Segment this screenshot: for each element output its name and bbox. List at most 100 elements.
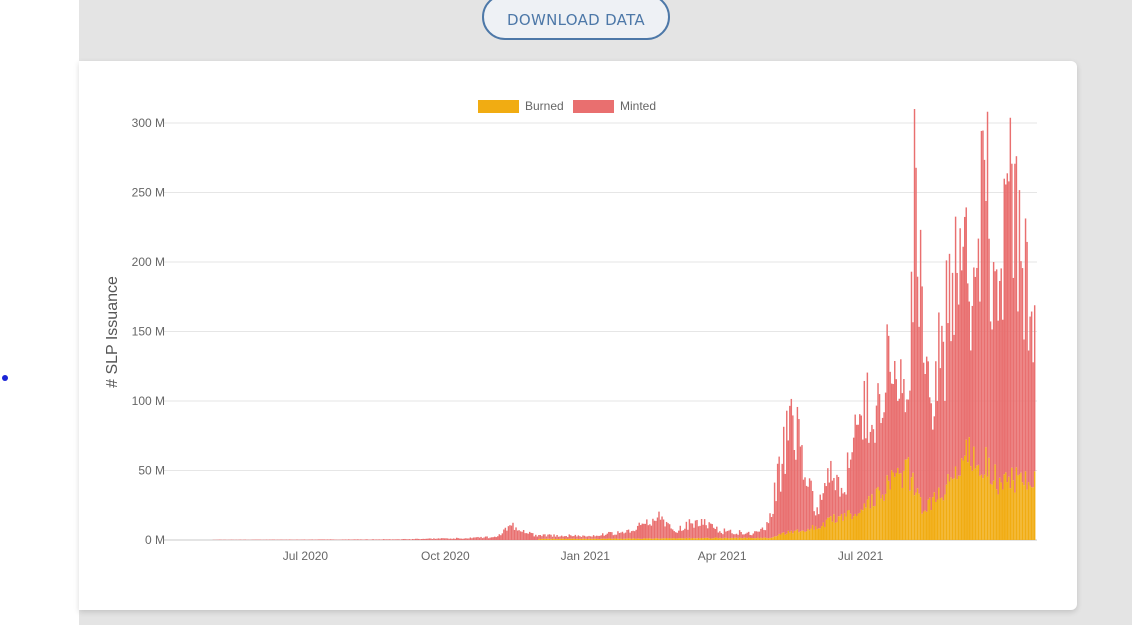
bar-minted: [355, 539, 358, 540]
bar-minted: [328, 539, 330, 540]
bar-minted: [434, 538, 437, 540]
bar-minted: [979, 301, 981, 476]
bar-minted: [532, 533, 534, 540]
bar-minted: [484, 536, 487, 540]
bar-minted: [846, 452, 849, 511]
bar-burned: [910, 477, 913, 540]
bar-minted: [570, 535, 572, 539]
bar-minted: [513, 529, 516, 540]
bar-minted: [322, 539, 324, 540]
legend-burned-swatch[interactable]: [478, 100, 519, 113]
bar-burned: [720, 538, 723, 540]
bar-minted: [974, 276, 977, 469]
bar-minted: [985, 200, 987, 448]
bar-burned: [754, 538, 756, 540]
bar-minted: [924, 373, 926, 511]
legend-burned-label[interactable]: Burned: [525, 99, 564, 113]
bar-minted: [414, 538, 417, 540]
bar-minted: [881, 417, 884, 495]
bar-minted: [627, 529, 630, 539]
bar-burned: [816, 529, 818, 540]
bar-burned: [947, 474, 949, 540]
bar-minted: [477, 536, 479, 540]
bar-minted: [647, 525, 650, 539]
bar-minted: [919, 229, 922, 498]
bar-minted: [568, 534, 570, 539]
bar-burned: [970, 466, 972, 540]
bar-minted: [481, 538, 484, 540]
bar-minted: [303, 539, 306, 540]
bar-burned: [719, 537, 721, 540]
bar-minted: [296, 539, 298, 540]
bar-minted: [638, 522, 640, 539]
bar-burned: [676, 538, 678, 540]
bar-burned: [761, 538, 764, 540]
bar-burned: [545, 538, 548, 540]
bar-burned: [633, 538, 636, 540]
bar-minted: [688, 519, 691, 538]
bar-burned: [995, 489, 998, 540]
bar-burned: [1015, 467, 1018, 540]
bar-minted: [585, 536, 587, 539]
bar-minted: [640, 525, 642, 539]
bar-burned: [612, 538, 615, 540]
bar-burned: [854, 513, 856, 540]
bar-burned: [755, 538, 758, 540]
bar-burned: [833, 514, 835, 540]
bar-burned: [932, 497, 934, 540]
bar-minted: [860, 415, 863, 510]
bar-burned: [589, 538, 592, 540]
bar-minted: [538, 535, 540, 540]
bar-minted: [588, 535, 590, 539]
bar-minted: [633, 531, 636, 539]
bar-minted: [494, 536, 496, 540]
bar-minted: [716, 526, 718, 538]
bar-burned: [582, 538, 584, 540]
bar-burned: [635, 538, 637, 540]
bar-minted: [802, 479, 805, 531]
bar-burned: [983, 474, 986, 540]
legend-minted-label[interactable]: Minted: [620, 99, 656, 113]
bar-burned: [813, 529, 815, 540]
bar-minted: [425, 538, 428, 540]
bar-burned: [868, 496, 870, 540]
bar-burned: [1011, 467, 1013, 540]
bar-minted: [737, 534, 739, 539]
bar-burned: [901, 487, 904, 540]
bar-minted: [1032, 362, 1034, 488]
bar-minted: [462, 538, 464, 540]
bar-minted: [556, 534, 558, 540]
bar-minted: [770, 517, 773, 538]
bar-burned: [693, 538, 695, 540]
bar-minted: [519, 531, 522, 540]
legend-minted-swatch[interactable]: [573, 100, 614, 113]
bar-minted: [524, 533, 526, 540]
bar-minted: [548, 534, 551, 539]
bar-burned: [1033, 471, 1036, 540]
bar-burned: [726, 538, 729, 540]
bar-minted: [465, 538, 467, 540]
bar-burned: [1023, 485, 1025, 540]
bar-minted: [671, 529, 674, 539]
bar-burned: [655, 538, 657, 540]
bar-burned: [640, 538, 642, 540]
bar-minted: [831, 480, 834, 522]
bar-minted: [576, 536, 578, 539]
download-data-button[interactable]: DOWNLOAD DATA: [482, 0, 670, 40]
bar-burned: [708, 538, 710, 540]
bar-minted: [749, 534, 751, 539]
bar-minted: [644, 523, 647, 539]
bar-burned: [542, 538, 545, 540]
y-tick-label: 50 M: [138, 464, 165, 478]
bar-minted: [652, 518, 654, 539]
bar-burned: [725, 537, 727, 540]
bar-minted: [848, 467, 850, 510]
bar-minted: [929, 397, 931, 498]
bar-minted: [880, 423, 882, 499]
bar-burned: [1005, 472, 1007, 540]
bar-minted: [790, 398, 793, 531]
bar-burned: [880, 498, 882, 540]
bar-minted: [614, 534, 616, 539]
bar-minted: [907, 399, 910, 458]
bar-burned: [630, 538, 633, 540]
